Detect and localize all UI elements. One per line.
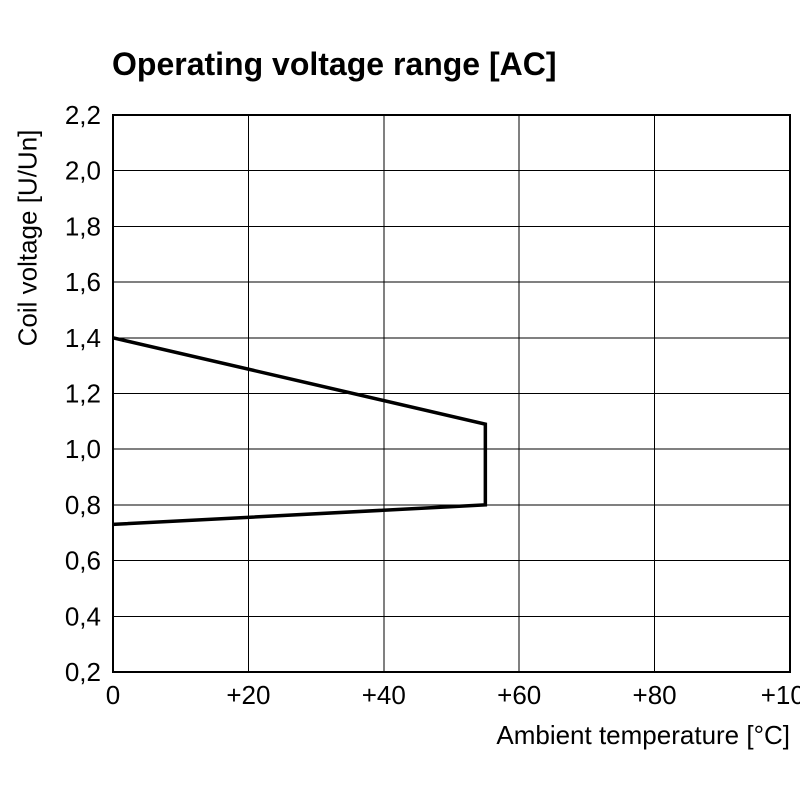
plot-border: [112, 114, 791, 673]
y-tick-label: 1,2: [65, 379, 101, 409]
x-axis-label: Ambient temperature [°C]: [496, 720, 790, 750]
y-tick-label: 0,4: [65, 601, 101, 631]
y-axis-label: Coil voltage [U/Un]: [12, 129, 43, 347]
y-tick-label: 1,8: [65, 211, 101, 241]
x-tick-label: +60: [497, 680, 541, 710]
y-tick-label: 1,6: [65, 267, 101, 297]
y-tick-label: 1,0: [65, 434, 101, 464]
y-tick-label: 0,6: [65, 546, 101, 576]
x-tick-label: +80: [633, 680, 677, 710]
y-tick-label: 0,2: [65, 657, 101, 687]
y-tick-label: 2,0: [65, 156, 101, 186]
x-tick-label: +100: [761, 680, 800, 710]
series-operating-voltage-boundary: [112, 336, 488, 527]
x-tick-label: 0: [106, 680, 120, 710]
x-tick-label: +40: [362, 680, 406, 710]
y-tick-label: 2,2: [65, 100, 101, 130]
x-tick-label: +20: [226, 680, 270, 710]
chart-title: Operating voltage range [AC]: [112, 46, 557, 82]
y-tick-label: 1,4: [65, 323, 101, 353]
y-tick-label: 0,8: [65, 490, 101, 520]
